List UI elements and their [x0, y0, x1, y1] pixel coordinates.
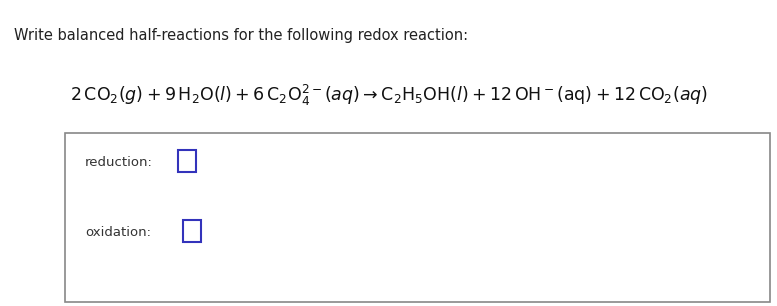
- Text: $2\,\mathrm{CO_2}(g)+9\,\mathrm{H_2O}(\mathit{l})+6\,\mathrm{C_2O_4^{2-}}(aq)\ri: $2\,\mathrm{CO_2}(g)+9\,\mathrm{H_2O}(\m…: [69, 83, 708, 108]
- Bar: [178, 150, 196, 172]
- Text: Write balanced half-reactions for the following redox reaction:: Write balanced half-reactions for the fo…: [14, 28, 468, 43]
- Text: oxidation:: oxidation:: [85, 226, 151, 238]
- Bar: [65, 133, 770, 302]
- Bar: [183, 220, 201, 242]
- Text: reduction:: reduction:: [85, 155, 153, 169]
